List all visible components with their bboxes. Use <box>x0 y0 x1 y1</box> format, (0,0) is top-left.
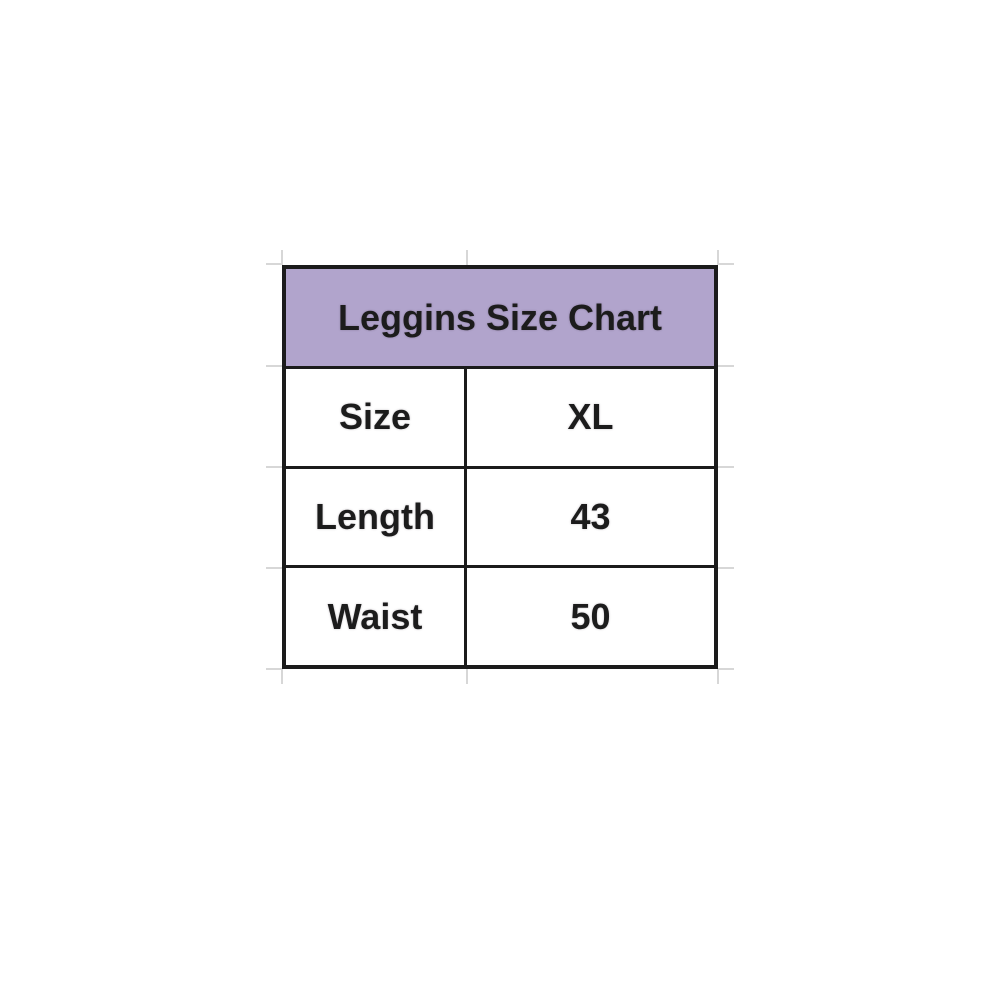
row-value: XL <box>567 396 614 438</box>
row-value: 50 <box>570 595 611 637</box>
table-row-size: Size XL <box>286 369 714 469</box>
row-label: Size <box>338 396 412 438</box>
row-label-cell: Size <box>286 369 467 466</box>
row-value-cell: 43 <box>467 468 714 566</box>
gridline-tick <box>718 365 734 367</box>
gridline-tick <box>281 250 283 265</box>
row-label-cell: Length <box>286 468 467 566</box>
gridline-tick <box>718 567 734 569</box>
gridline-tick <box>266 567 282 569</box>
gridline-tick <box>717 669 719 684</box>
gridline-tick <box>718 466 734 468</box>
row-label: Waist <box>327 595 423 637</box>
gridline-tick <box>718 668 734 670</box>
row-label-cell: Waist <box>286 568 467 666</box>
gridline-tick <box>266 466 282 468</box>
row-value-cell: XL <box>467 369 714 466</box>
gridline-tick <box>466 250 468 265</box>
gridline-tick <box>466 669 468 684</box>
size-chart-table: Leggins Size Chart Size XL Length 43 Wai… <box>282 265 718 669</box>
row-value: 43 <box>570 496 611 537</box>
gridline-tick <box>266 263 282 265</box>
table-row-waist: Waist 50 <box>286 568 714 666</box>
gridline-tick <box>718 263 734 265</box>
gridline-tick <box>717 250 719 265</box>
row-label: Length <box>315 496 435 537</box>
table-title: Leggins Size Chart <box>337 296 663 338</box>
gridline-tick <box>266 668 282 670</box>
gridline-tick <box>281 669 283 684</box>
row-value-cell: 50 <box>467 568 714 666</box>
table-title-cell: Leggins Size Chart <box>286 269 714 369</box>
table-row-length: Length 43 <box>286 468 714 569</box>
gridline-tick <box>266 365 282 367</box>
